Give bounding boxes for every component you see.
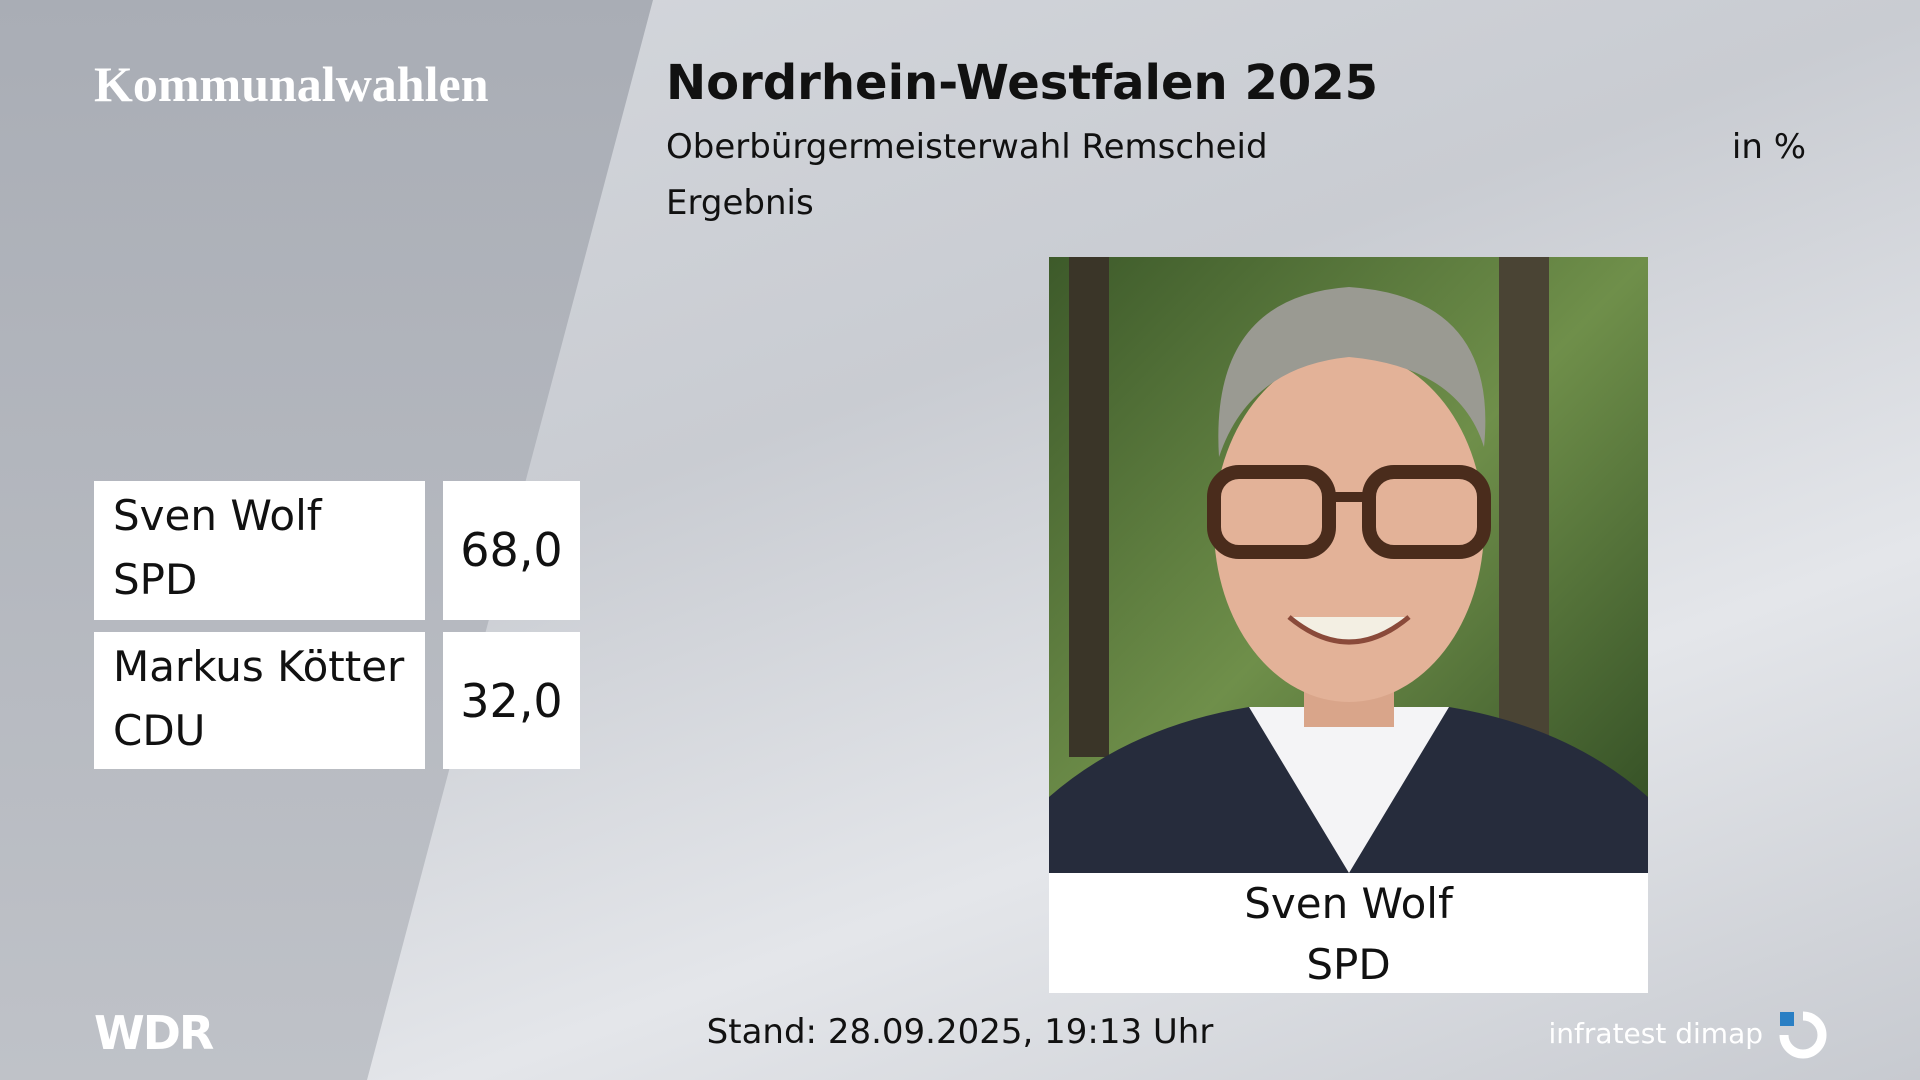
- subtitle: Oberbürgermeisterwahl Remscheid: [666, 127, 1268, 167]
- source-logo: [1779, 1011, 1827, 1059]
- candidate-party: CDU: [113, 706, 206, 755]
- result-label: Ergebnis: [666, 183, 814, 223]
- candidate-party: SPD: [113, 555, 198, 604]
- value-box: 68,0: [443, 481, 580, 620]
- candidate-name: Sven Wolf: [113, 491, 322, 540]
- source: infratest dimap: [1548, 1017, 1763, 1050]
- title: Nordrhein-Westfalen 2025: [666, 55, 1379, 111]
- winner-party: SPD: [1306, 940, 1391, 989]
- candidate-name: Markus Kötter: [113, 642, 405, 691]
- candidate-photo: [1049, 257, 1648, 873]
- section-title: Kommunalwahlen: [94, 56, 489, 112]
- value-box: 32,0: [443, 632, 580, 769]
- broadcaster-logo: WDR: [94, 1006, 214, 1060]
- candidate-value: 32,0: [460, 674, 563, 728]
- candidate-box: Markus Kötter CDU: [94, 632, 425, 769]
- candidate-value: 68,0: [460, 523, 563, 577]
- winner-name: Sven Wolf: [1244, 879, 1453, 928]
- unit: in %: [1731, 127, 1806, 167]
- photo-caption: Sven Wolf SPD: [1049, 873, 1648, 993]
- timestamp: Stand: 28.09.2025, 19:13 Uhr: [706, 1012, 1214, 1052]
- candidate-box: Sven Wolf SPD: [94, 481, 425, 620]
